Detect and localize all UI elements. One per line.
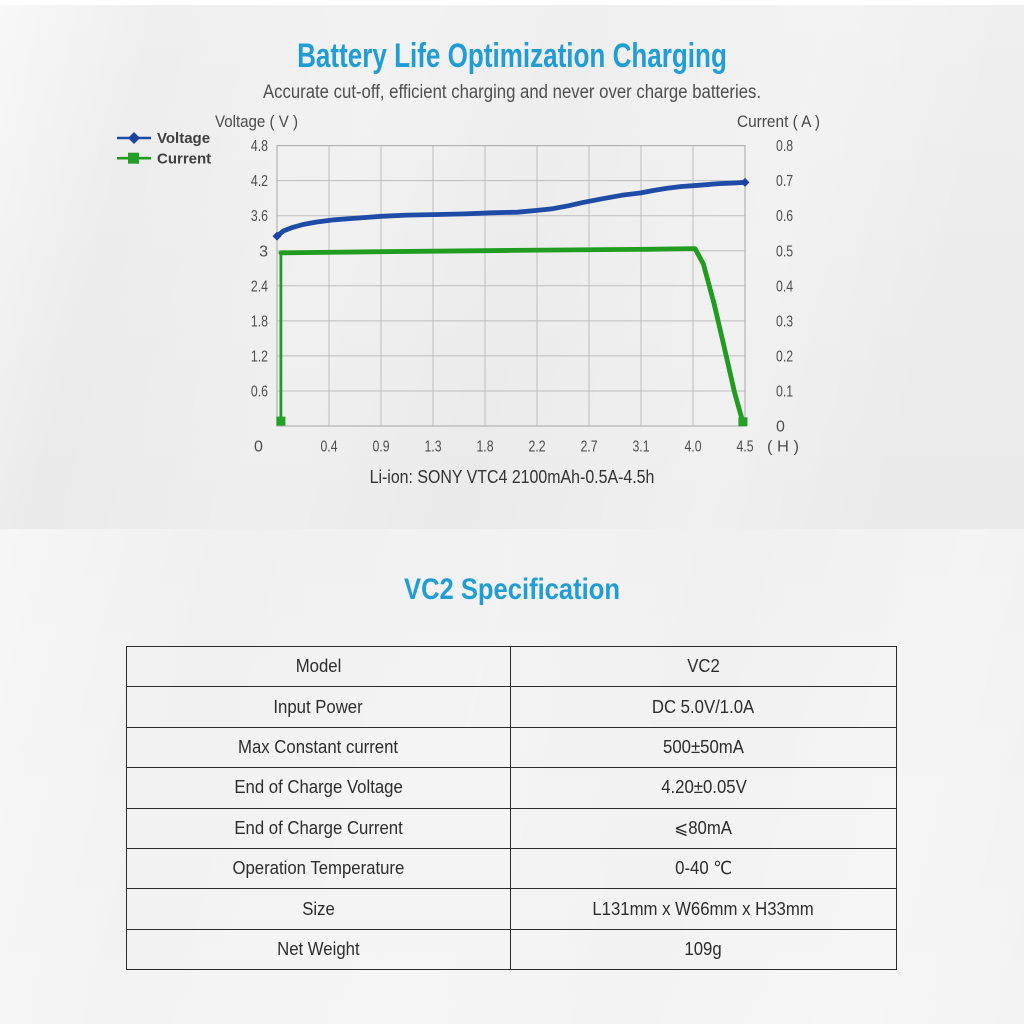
right-axis-tick-label: 0.6 — [776, 208, 793, 225]
left-axis-tick-label: 4.2 — [251, 173, 268, 190]
marker-diamond-voltage — [740, 177, 750, 187]
x-axis-tick-label: 2.2 — [528, 439, 545, 456]
chart-caption: Li-ion: SONY VTC4 2100mAh-0.5A-4.5h — [369, 467, 655, 487]
spec-label: End of Charge Current — [234, 817, 403, 838]
spec-label: Max Constant current — [238, 736, 399, 757]
right-axis-tick-label: 0.7 — [776, 173, 793, 190]
legend-label-current: Current — [157, 150, 211, 167]
right-axis-tick-label: 0 — [776, 419, 785, 436]
marker-diamond-voltage — [272, 231, 282, 241]
chart-section-background — [0, 5, 1024, 529]
spec-table-row: Net Weight 109g — [126, 928, 897, 971]
series-line-current — [278, 246, 746, 425]
series-line-voltage — [274, 180, 748, 239]
spec-value-cell: DC 5.0V/1.0A — [510, 686, 897, 728]
plot-border — [276, 144, 746, 427]
spec-table-row: Input Power DC 5.0V/1.0A — [126, 686, 897, 728]
spec-value-cell: 500±50mA — [510, 726, 897, 769]
spec-table-body: Model VC2 Input Power DC 5.0V/1.0A Max C… — [126, 645, 897, 971]
spec-table: Model VC2 Input Power DC 5.0V/1.0A Max C… — [126, 645, 897, 971]
left-axis-tick-label: 3 — [259, 243, 268, 260]
legend-diamond-icon — [128, 132, 140, 144]
spec-label-cell: Model — [126, 645, 511, 688]
spec-label-cell: Max Constant current — [126, 726, 511, 769]
left-axis-tick-label: 3.6 — [251, 208, 268, 225]
spec-label: Size — [302, 898, 335, 919]
x-axis-tick-label: 1.3 — [424, 439, 441, 456]
x-axis-tick-label: 0.9 — [372, 439, 389, 456]
spec-table-row: End of Charge Current ⩽80mA — [126, 807, 897, 849]
x-axis-tick-label: 0.4 — [320, 439, 337, 456]
spec-value-cell: 4.20±0.05V — [510, 767, 897, 809]
spec-value: VC2 — [687, 656, 720, 677]
page-title: Battery Life Optimization Charging — [297, 37, 727, 75]
legend-square-icon — [128, 152, 139, 164]
spec-label-cell: End of Charge Current — [126, 807, 511, 849]
spec-label-cell: End of Charge Voltage — [126, 767, 511, 809]
spec-value-cell: VC2 — [510, 645, 897, 688]
legend-label-voltage: Voltage — [157, 130, 210, 147]
spec-value: 500±50mA — [663, 736, 744, 757]
left-axis-tick-label: 1.2 — [251, 348, 268, 365]
page-subtitle: Accurate cut-off, efficient charging and… — [262, 82, 762, 103]
spec-value: 4.20±0.05V — [660, 777, 747, 798]
spec-label: Net Weight — [277, 938, 360, 959]
spec-value: 0-40 ℃ — [675, 858, 732, 879]
right-axis-tick-label: 0.2 — [776, 348, 793, 365]
spec-value-cell: L131mm x W66mm x H33mm — [510, 888, 897, 930]
right-axis-tick-label: 0.4 — [776, 278, 793, 295]
x-axis-tick-label: 2.7 — [580, 439, 597, 456]
spec-label-cell: Size — [126, 888, 511, 930]
spec-label: End of Charge Voltage — [234, 777, 403, 798]
right-axis-tick-label: 0.5 — [776, 243, 793, 260]
left-axis-tick-label: 1.8 — [251, 313, 268, 330]
spec-table-row: End of Charge Voltage 4.20±0.05V — [126, 767, 897, 809]
spec-table-row: Max Constant current 500±50mA — [126, 726, 897, 769]
left-axis-tick-label: 2.4 — [251, 278, 268, 295]
spec-value: ⩽80mA — [674, 817, 733, 838]
charging-curve-chart: Voltage ( V ) Current ( A ) 4.8 4.2 3.6 3 2.4 1… — [117, 112, 820, 456]
right-axis-tick-label: 0.1 — [776, 383, 793, 400]
spec-label: Operation Temperature — [232, 858, 405, 879]
left-axis-tick-label: 0.6 — [251, 383, 268, 400]
right-axis-tick-label: 0.8 — [776, 138, 793, 155]
spec-label: Model — [295, 656, 342, 677]
x-axis-unit-label: ( H ) — [767, 439, 799, 456]
spec-label: Input Power — [273, 696, 364, 717]
left-axis-title: Voltage ( V ) — [215, 112, 298, 131]
x-axis-tick-label: 4.0 — [684, 439, 701, 456]
spec-value: L131mm x W66mm x H33mm — [592, 898, 815, 919]
spec-value-cell: ⩽80mA — [510, 807, 897, 849]
right-axis-tick-label: 0.3 — [776, 313, 793, 330]
x-axis-tick-label: 4.5 — [736, 439, 753, 456]
spec-value: 109g — [684, 938, 723, 959]
x-axis-tick-label: 3.1 — [632, 439, 649, 456]
spec-label-cell: Operation Temperature — [126, 847, 511, 890]
x-axis-tick-label: 1.8 — [476, 439, 493, 456]
spec-value-cell: 109g — [510, 928, 897, 971]
spec-table-row: Operation Temperature 0-40 ℃ — [126, 847, 897, 890]
left-axis-tick-label: 4.8 — [251, 138, 268, 155]
spec-label-cell: Input Power — [126, 686, 511, 728]
x-axis-tick-label: 0 — [254, 439, 263, 456]
marker-square-current — [738, 417, 748, 427]
spec-section-title: VC2 Specification — [404, 573, 620, 606]
spec-value: DC 5.0V/1.0A — [652, 696, 755, 717]
marker-square-current — [276, 416, 286, 426]
spec-label-cell: Net Weight — [126, 928, 511, 971]
spec-value-cell: 0-40 ℃ — [510, 847, 897, 890]
spec-table-row: Size L131mm x W66mm x H33mm — [126, 888, 897, 930]
spec-table-row: Model VC2 — [126, 645, 897, 688]
right-axis-title: Current ( A ) — [737, 112, 820, 131]
